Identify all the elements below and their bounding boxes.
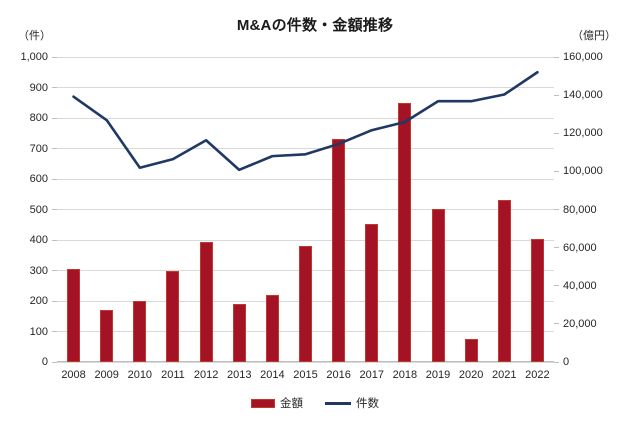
x-axis-tick: 2018 bbox=[392, 369, 418, 381]
bar-series-amount bbox=[57, 57, 554, 362]
x-axis-tick: 2013 bbox=[226, 369, 252, 381]
gridline bbox=[57, 209, 554, 210]
right-axis-tick: 100,000 bbox=[563, 165, 603, 178]
left-axis-tick: 800 bbox=[29, 112, 48, 124]
bar[interactable] bbox=[530, 239, 544, 362]
right-axis-tick: 140,000 bbox=[563, 89, 603, 102]
right-axis-tick: 0 bbox=[563, 356, 570, 368]
x-axis-tick: 2017 bbox=[359, 369, 384, 381]
left-axis-tick: 900 bbox=[29, 81, 48, 94]
x-axis-tick: 2021 bbox=[492, 369, 517, 381]
left-axis-tick: 500 bbox=[29, 203, 48, 216]
right-axis-tickmark bbox=[554, 361, 559, 363]
x-axis-tick: 2019 bbox=[425, 369, 451, 381]
right-axis-tickmark bbox=[554, 94, 559, 96]
gridline bbox=[57, 239, 554, 241]
bar[interactable] bbox=[133, 301, 147, 362]
left-axis-tick: 200 bbox=[29, 295, 48, 307]
x-axis-tick: 2008 bbox=[61, 369, 86, 381]
gridline bbox=[57, 56, 554, 58]
left-axis-tick: 700 bbox=[29, 142, 48, 155]
x-axis-tick: 2009 bbox=[94, 369, 119, 381]
chart-legend: 金額 件数 bbox=[0, 395, 630, 411]
bar[interactable] bbox=[67, 268, 81, 362]
left-axis-tickmark bbox=[52, 239, 57, 241]
left-axis-tickmark bbox=[52, 300, 57, 302]
gridline bbox=[57, 361, 554, 363]
gridline bbox=[57, 117, 554, 119]
line-series-deals bbox=[57, 57, 554, 362]
left-axis-tick: 0 bbox=[41, 356, 48, 368]
left-axis-tickmark bbox=[52, 148, 57, 149]
right-axis-tick: 80,000 bbox=[563, 203, 597, 216]
right-axis-tickmark bbox=[554, 323, 559, 325]
left-axis-tick: 400 bbox=[29, 234, 48, 246]
left-axis-tick: 100 bbox=[29, 325, 48, 338]
deals-line-path[interactable] bbox=[72, 70, 539, 172]
x-axis-tick: 2016 bbox=[326, 369, 351, 381]
bar[interactable] bbox=[265, 295, 279, 362]
right-axis-tickmark bbox=[554, 285, 559, 287]
x-axis-tick: 2015 bbox=[293, 369, 318, 381]
left-axis-tickmark bbox=[52, 87, 57, 88]
left-axis-tickmark bbox=[52, 331, 57, 332]
gridline bbox=[57, 87, 554, 88]
gridline bbox=[57, 148, 554, 149]
left-axis-tickmark bbox=[52, 270, 57, 271]
right-axis-tick: 60,000 bbox=[563, 241, 597, 254]
right-axis-tick: 160,000 bbox=[563, 51, 603, 63]
x-axis-tick: 2010 bbox=[127, 369, 153, 381]
right-axis-tickmark bbox=[554, 209, 559, 210]
right-axis-tickmark bbox=[554, 170, 559, 172]
legend-swatch-line-icon bbox=[325, 401, 351, 405]
gridline bbox=[57, 178, 554, 180]
legend-swatch-bar-icon bbox=[251, 398, 275, 408]
right-axis-tickmark bbox=[554, 132, 559, 134]
left-axis-tick: 300 bbox=[29, 264, 48, 277]
legend-label-deals: 件数 bbox=[356, 398, 379, 410]
bar[interactable] bbox=[332, 138, 346, 362]
chart-title: M&Aの件数・金額推移 bbox=[236, 17, 394, 34]
bar[interactable] bbox=[299, 245, 312, 362]
right-axis-tickmark bbox=[554, 56, 559, 58]
left-axis-unit-label: （件） bbox=[18, 30, 51, 42]
bar[interactable] bbox=[431, 208, 445, 362]
right-axis-tickmark bbox=[554, 247, 559, 249]
bar[interactable] bbox=[464, 339, 478, 362]
legend-item-deals[interactable]: 件数 bbox=[325, 395, 379, 411]
bar[interactable] bbox=[166, 271, 180, 362]
bar[interactable] bbox=[398, 102, 412, 362]
plot-area bbox=[57, 56, 554, 363]
legend-label-amount: 金額 bbox=[280, 398, 303, 410]
right-axis-tick: 120,000 bbox=[563, 127, 603, 140]
left-axis-tickmark bbox=[52, 56, 57, 58]
x-axis-tick: 2014 bbox=[260, 369, 285, 381]
x-axis-tick: 2012 bbox=[193, 369, 219, 381]
bar[interactable] bbox=[100, 309, 114, 362]
right-axis-tick: 20,000 bbox=[563, 317, 597, 330]
left-axis-tick: 600 bbox=[29, 173, 48, 185]
bar[interactable] bbox=[497, 199, 511, 362]
x-axis-tick: 2022 bbox=[525, 369, 550, 381]
left-axis-tickmark bbox=[52, 178, 57, 180]
left-axis-tickmark bbox=[52, 361, 57, 363]
bar[interactable] bbox=[365, 223, 379, 362]
left-axis-tickmark bbox=[52, 117, 57, 119]
x-axis-tick: 2020 bbox=[458, 369, 484, 381]
bar[interactable] bbox=[199, 241, 213, 362]
left-axis-tick: 1,000 bbox=[20, 51, 48, 63]
left-axis-tickmark bbox=[52, 209, 57, 210]
bar[interactable] bbox=[232, 303, 246, 362]
right-axis-unit-label: （億円） bbox=[572, 30, 616, 42]
legend-item-amount[interactable]: 金額 bbox=[251, 395, 303, 411]
deals-line-svg bbox=[72, 70, 539, 172]
x-axis-tick: 2011 bbox=[161, 369, 185, 381]
right-axis-tick: 40,000 bbox=[563, 279, 597, 292]
